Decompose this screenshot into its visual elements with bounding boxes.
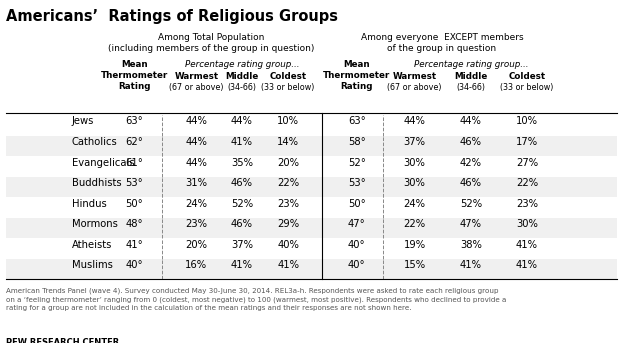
- Text: 22%: 22%: [277, 178, 299, 188]
- Text: 46%: 46%: [231, 178, 253, 188]
- Text: Among everyone  EXCEPT members: Among everyone EXCEPT members: [361, 33, 523, 42]
- FancyBboxPatch shape: [6, 177, 618, 197]
- Text: 61°: 61°: [125, 157, 143, 167]
- Text: Among Total Population: Among Total Population: [158, 33, 265, 42]
- Text: 31%: 31%: [186, 178, 207, 188]
- FancyBboxPatch shape: [6, 135, 618, 156]
- Text: 41%: 41%: [460, 260, 482, 270]
- Text: (34-66): (34-66): [228, 83, 256, 92]
- Text: 63°: 63°: [348, 116, 366, 127]
- Text: 41%: 41%: [516, 240, 538, 250]
- Text: 24%: 24%: [186, 199, 207, 209]
- Text: 29%: 29%: [277, 219, 299, 229]
- Text: 53°: 53°: [348, 178, 366, 188]
- Text: 63°: 63°: [125, 116, 143, 127]
- Text: Atheists: Atheists: [72, 240, 112, 250]
- Text: 35%: 35%: [231, 157, 253, 167]
- Text: 30%: 30%: [404, 157, 425, 167]
- Text: 15%: 15%: [404, 260, 425, 270]
- Text: (67 or above): (67 or above): [387, 83, 442, 92]
- Text: Percentage rating group...: Percentage rating group...: [185, 60, 300, 69]
- Text: Coldest: Coldest: [270, 72, 307, 81]
- Text: Catholics: Catholics: [72, 137, 118, 147]
- Text: Coldest: Coldest: [508, 72, 546, 81]
- Text: 44%: 44%: [186, 137, 207, 147]
- Text: 19%: 19%: [404, 240, 425, 250]
- Text: Evangelicals: Evangelicals: [72, 157, 134, 167]
- Text: 23%: 23%: [277, 199, 299, 209]
- Text: Mean
Thermometer
Rating: Mean Thermometer Rating: [100, 60, 168, 91]
- Text: 40°: 40°: [125, 260, 143, 270]
- Text: 17%: 17%: [516, 137, 538, 147]
- Text: 40%: 40%: [277, 240, 299, 250]
- Text: 50°: 50°: [125, 199, 143, 209]
- Text: 44%: 44%: [460, 116, 481, 127]
- Text: 41%: 41%: [516, 260, 538, 270]
- Text: 44%: 44%: [231, 116, 253, 127]
- Text: Americans’  Ratings of Religious Groups: Americans’ Ratings of Religious Groups: [6, 9, 338, 24]
- Text: 62°: 62°: [125, 137, 143, 147]
- Text: PEW RESEARCH CENTER: PEW RESEARCH CENTER: [6, 338, 120, 343]
- Text: Buddhists: Buddhists: [72, 178, 121, 188]
- Text: 41%: 41%: [231, 260, 253, 270]
- Text: 37%: 37%: [404, 137, 425, 147]
- Text: 30%: 30%: [516, 219, 538, 229]
- Text: 16%: 16%: [185, 260, 207, 270]
- Text: 44%: 44%: [186, 157, 207, 167]
- Text: Warmest: Warmest: [392, 72, 437, 81]
- Text: 41%: 41%: [231, 137, 253, 147]
- Text: Middle: Middle: [225, 72, 259, 81]
- Text: 10%: 10%: [516, 116, 538, 127]
- Text: 23%: 23%: [186, 219, 207, 229]
- Text: 58°: 58°: [348, 137, 366, 147]
- Text: Middle: Middle: [454, 72, 487, 81]
- Text: 46%: 46%: [460, 178, 482, 188]
- Text: Muslims: Muslims: [72, 260, 113, 270]
- Text: 20%: 20%: [277, 157, 299, 167]
- Text: 20%: 20%: [186, 240, 207, 250]
- Text: 53°: 53°: [125, 178, 143, 188]
- Text: Mormons: Mormons: [72, 219, 118, 229]
- FancyBboxPatch shape: [6, 259, 618, 280]
- Text: of the group in question: of the group in question: [387, 44, 496, 53]
- Text: 52%: 52%: [231, 199, 253, 209]
- Text: 22%: 22%: [516, 178, 538, 188]
- Text: 44%: 44%: [186, 116, 207, 127]
- FancyBboxPatch shape: [6, 218, 618, 238]
- Text: 40°: 40°: [348, 240, 366, 250]
- Text: 52°: 52°: [348, 157, 366, 167]
- Text: 38%: 38%: [460, 240, 481, 250]
- Text: Hindus: Hindus: [72, 199, 106, 209]
- Text: 42%: 42%: [460, 157, 482, 167]
- Text: 22%: 22%: [404, 219, 425, 229]
- Text: 24%: 24%: [404, 199, 425, 209]
- Text: 46%: 46%: [231, 219, 253, 229]
- Text: (67 or above): (67 or above): [169, 83, 224, 92]
- Text: 41%: 41%: [277, 260, 299, 270]
- Text: 37%: 37%: [231, 240, 253, 250]
- Text: Warmest: Warmest: [174, 72, 219, 81]
- Text: (33 or below): (33 or below): [261, 83, 315, 92]
- Text: (33 or below): (33 or below): [501, 83, 553, 92]
- Text: 50°: 50°: [348, 199, 366, 209]
- Text: 40°: 40°: [348, 260, 366, 270]
- Text: 47%: 47%: [460, 219, 482, 229]
- Text: 30%: 30%: [404, 178, 425, 188]
- Text: 47°: 47°: [348, 219, 366, 229]
- Text: 52%: 52%: [460, 199, 482, 209]
- Text: 44%: 44%: [404, 116, 425, 127]
- Text: (34-66): (34-66): [456, 83, 485, 92]
- Text: (including members of the group in question): (including members of the group in quest…: [108, 44, 314, 53]
- Text: Percentage rating group...: Percentage rating group...: [413, 60, 528, 69]
- Text: 23%: 23%: [516, 199, 538, 209]
- Text: Jews: Jews: [72, 116, 94, 127]
- Text: 46%: 46%: [460, 137, 482, 147]
- Text: American Trends Panel (wave 4). Survey conducted May 30-June 30, 2014. REL3a-h. : American Trends Panel (wave 4). Survey c…: [6, 288, 507, 311]
- Text: 27%: 27%: [516, 157, 538, 167]
- Text: Mean
Thermometer
Rating: Mean Thermometer Rating: [323, 60, 391, 91]
- Text: 14%: 14%: [277, 137, 299, 147]
- Text: 48°: 48°: [125, 219, 143, 229]
- Text: 41°: 41°: [125, 240, 143, 250]
- Text: 10%: 10%: [277, 116, 299, 127]
